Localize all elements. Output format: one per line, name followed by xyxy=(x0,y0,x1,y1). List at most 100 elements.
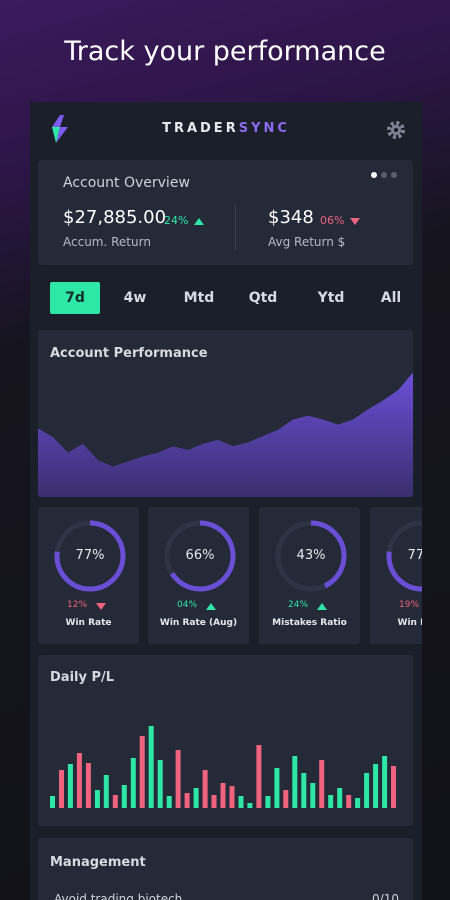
pl-bar xyxy=(121,785,127,808)
pl-bar xyxy=(59,770,64,808)
pl-bar xyxy=(184,793,190,808)
tab[interactable]: All xyxy=(380,290,402,306)
pl-bar xyxy=(67,764,73,808)
pl-bar xyxy=(346,795,352,808)
area-chart xyxy=(38,372,413,497)
card-title: Account Overview xyxy=(63,175,190,191)
pl-bar xyxy=(157,760,163,808)
gauge-arc xyxy=(54,520,126,592)
change-arrow xyxy=(317,603,327,610)
pl-bar xyxy=(103,775,109,808)
pl-bar xyxy=(283,790,289,808)
card-title: Account Performance xyxy=(50,346,208,361)
pl-bar xyxy=(85,763,91,808)
pl-bar xyxy=(229,786,235,808)
change-arrow xyxy=(206,603,216,610)
gauge-arc xyxy=(386,520,422,592)
brand: TRADERSYNC xyxy=(30,121,422,136)
app-window: TRADERSYNC Account Overview $27,885.00 24… xyxy=(30,102,422,900)
pl-bar xyxy=(391,766,396,808)
gauge-label: 66% xyxy=(185,548,215,563)
pl-bar xyxy=(355,798,361,808)
pl-bar xyxy=(130,758,136,808)
row-label: Avoid trading biotech xyxy=(54,892,183,900)
card-title: Daily P/L xyxy=(50,670,115,685)
pl-bar xyxy=(265,796,271,808)
pl-bar xyxy=(220,783,226,808)
caption: Win Rate xyxy=(397,618,422,628)
change-arrow xyxy=(350,218,360,225)
tab[interactable]: Qtd xyxy=(248,290,278,306)
pl-bar xyxy=(112,795,118,808)
pl-bar xyxy=(382,756,388,808)
tab[interactable]: 4w xyxy=(123,290,147,306)
change: 12% xyxy=(67,600,88,610)
caption: Mistakes Ratio xyxy=(272,618,347,628)
pl-bar xyxy=(310,783,316,808)
pl-bar xyxy=(94,790,100,808)
caption: Accum. Return xyxy=(63,235,151,249)
arrows xyxy=(194,218,360,225)
change: 04% xyxy=(177,600,198,610)
gauge-arc xyxy=(164,520,236,592)
caption: Win Rate xyxy=(65,618,112,628)
page-dots xyxy=(371,172,397,178)
card-title: Management xyxy=(50,855,146,870)
caption: Avg Return $ xyxy=(268,235,346,249)
change-arrow xyxy=(96,603,106,610)
gauge-label: 43% xyxy=(296,548,326,563)
pl-bar xyxy=(50,796,55,808)
amount: $27,885.00 xyxy=(63,207,167,228)
settings-icon[interactable] xyxy=(386,120,406,140)
pl-bar xyxy=(256,745,262,808)
pl-bar xyxy=(373,764,379,808)
overview-card: Account Overview $27,885.00 24% Accum. Ret… xyxy=(38,160,413,265)
pl-bar xyxy=(238,796,244,808)
pl-bar xyxy=(193,788,199,808)
brand-right: SYNC xyxy=(238,121,290,136)
pl-bar xyxy=(247,803,253,808)
divider xyxy=(235,204,236,250)
pl-bar xyxy=(301,773,307,808)
gauge xyxy=(386,520,422,592)
brand-left: TRADER xyxy=(162,121,239,136)
change: 19% xyxy=(399,600,420,610)
gauge-card: 66% 04% Win Rate (Aug) xyxy=(148,507,249,644)
performance-card: Account Performance xyxy=(38,330,413,497)
gauge-card: 77% 19% Win Rate xyxy=(370,507,422,644)
pl-bar xyxy=(76,753,82,808)
logo xyxy=(52,115,68,143)
pl-bar xyxy=(328,795,334,808)
gauge-card: 77% 12% Win Rate xyxy=(38,507,139,644)
row-value: 0/10 xyxy=(372,892,399,900)
tab[interactable]: 7d xyxy=(50,282,100,314)
pl-bar xyxy=(166,796,172,808)
bar-chart xyxy=(50,726,396,808)
caption: Win Rate (Aug) xyxy=(159,618,238,628)
pl-bar xyxy=(364,773,370,808)
change: 24% xyxy=(288,600,309,610)
gauge xyxy=(164,520,236,610)
tab[interactable]: Ytd xyxy=(317,290,345,306)
performance-area xyxy=(38,372,413,497)
change: 24% xyxy=(164,214,189,227)
gauge-card: 43% 24% Mistakes Ratio xyxy=(259,507,360,644)
gauge-label: 77% xyxy=(75,548,105,563)
range-tabs: 7d 4w Mtd Qtd Ytd All xyxy=(30,280,422,316)
pl-bar xyxy=(274,768,280,808)
pl-bar xyxy=(175,750,181,808)
daily-pl-card: Daily P/L xyxy=(38,655,413,826)
gauge-arc xyxy=(275,520,347,592)
pl-bar xyxy=(139,736,145,808)
pl-bar xyxy=(148,726,154,808)
gauge xyxy=(275,520,347,610)
headline: Track your performance xyxy=(64,36,386,67)
pl-bar xyxy=(319,760,325,808)
change-arrow xyxy=(194,218,204,225)
pl-bar xyxy=(211,795,217,808)
change: 06% xyxy=(320,214,345,227)
pl-bar xyxy=(202,770,208,808)
pl-bar xyxy=(292,756,298,808)
tab[interactable]: Mtd xyxy=(183,290,215,306)
